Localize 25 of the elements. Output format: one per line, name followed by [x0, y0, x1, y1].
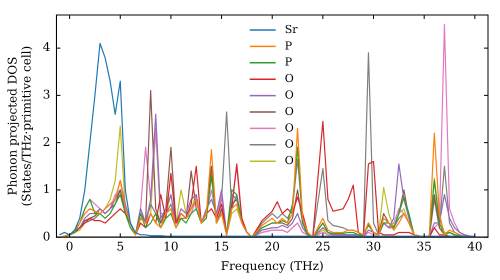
- legend-label: P: [284, 56, 293, 69]
- x-tick-label: 40: [467, 240, 482, 254]
- x-tick-label: 35: [416, 240, 432, 254]
- y-tick-label: 1: [42, 182, 50, 196]
- legend-label: Sr: [284, 22, 298, 36]
- x-tick-label: 5: [116, 240, 124, 254]
- y-axis-title: Phonon projected DOS (States/THz·primitive cell): [5, 46, 34, 206]
- legend-label: O: [284, 121, 294, 134]
- x-tick-label: 30: [366, 240, 382, 254]
- legend-label: O: [284, 138, 294, 151]
- x-tick-label: 20: [264, 240, 280, 254]
- legend-label: O: [284, 154, 294, 168]
- y-tick-label: 2: [42, 134, 50, 149]
- x-axis-title: Frequency (THz): [220, 258, 324, 273]
- y-tick-label: 4: [42, 40, 51, 54]
- x-tick-label: 0: [66, 240, 74, 254]
- legend-label: P: [284, 39, 293, 52]
- x-tick-label: 10: [163, 240, 179, 254]
- x-tick-label: 25: [315, 240, 331, 254]
- legend-label: O: [284, 104, 294, 118]
- legend-label: O: [284, 88, 294, 102]
- y-tick-label: 3: [42, 87, 50, 102]
- legend-label: O: [284, 72, 294, 86]
- x-tick-label: 15: [214, 240, 230, 254]
- y-tick-label: 0: [42, 229, 50, 244]
